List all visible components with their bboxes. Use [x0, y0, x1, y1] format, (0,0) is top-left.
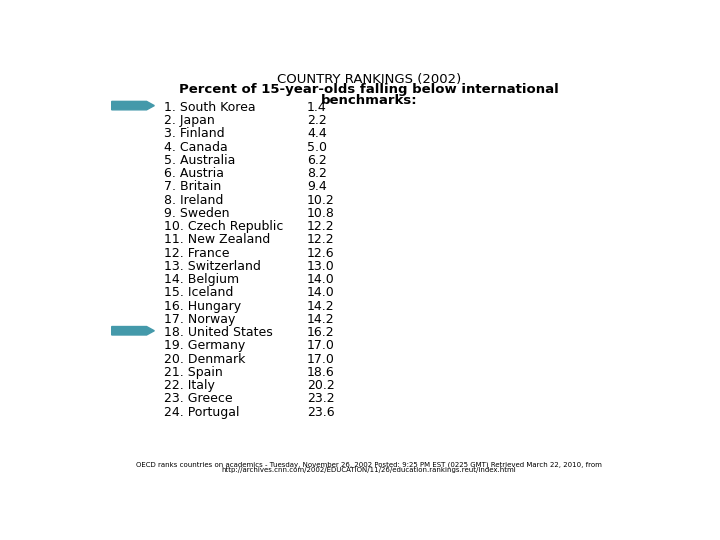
Text: 23. Greece: 23. Greece	[163, 393, 233, 406]
Text: 19. Germany: 19. Germany	[163, 339, 245, 353]
Text: 10. Czech Republic: 10. Czech Republic	[163, 220, 283, 233]
Text: 16. Hungary: 16. Hungary	[163, 300, 240, 313]
Text: 7. Britain: 7. Britain	[163, 180, 221, 193]
Text: 14.2: 14.2	[307, 300, 335, 313]
Text: 14.2: 14.2	[307, 313, 335, 326]
Text: 15. Iceland: 15. Iceland	[163, 286, 233, 299]
Text: benchmarks:: benchmarks:	[320, 94, 418, 107]
Text: 12.6: 12.6	[307, 247, 335, 260]
Text: 2.2: 2.2	[307, 114, 327, 127]
Text: 21. Spain: 21. Spain	[163, 366, 222, 379]
Text: 14. Belgium: 14. Belgium	[163, 273, 239, 286]
Text: 22. Italy: 22. Italy	[163, 379, 215, 392]
FancyArrow shape	[112, 327, 154, 335]
Text: 6.2: 6.2	[307, 154, 327, 167]
Text: 18.6: 18.6	[307, 366, 335, 379]
Text: 11. New Zealand: 11. New Zealand	[163, 233, 270, 246]
Text: 2. Japan: 2. Japan	[163, 114, 215, 127]
Text: 6. Austria: 6. Austria	[163, 167, 224, 180]
Text: 4. Canada: 4. Canada	[163, 141, 228, 154]
Text: 12. France: 12. France	[163, 247, 229, 260]
Text: http://archives.cnn.com/2002/EDUCATION/11/26/education.rankings.reut/index.html: http://archives.cnn.com/2002/EDUCATION/1…	[222, 467, 516, 473]
Text: 3. Finland: 3. Finland	[163, 127, 224, 140]
Text: 13.0: 13.0	[307, 260, 335, 273]
Text: OECD ranks countries on academics - Tuesday, November 26, 2002 Posted: 9:25 PM E: OECD ranks countries on academics - Tues…	[136, 462, 602, 468]
Text: 17. Norway: 17. Norway	[163, 313, 235, 326]
Text: 23.6: 23.6	[307, 406, 335, 419]
Text: 23.2: 23.2	[307, 393, 335, 406]
Text: 24. Portugal: 24. Portugal	[163, 406, 239, 419]
Text: 12.2: 12.2	[307, 233, 335, 246]
Text: 8.2: 8.2	[307, 167, 327, 180]
Text: 9. Sweden: 9. Sweden	[163, 207, 229, 220]
Text: COUNTRY RANKINGS (2002): COUNTRY RANKINGS (2002)	[277, 72, 461, 85]
FancyArrow shape	[112, 102, 154, 110]
Text: 16.2: 16.2	[307, 326, 335, 339]
Text: 17.0: 17.0	[307, 339, 335, 353]
Text: 10.2: 10.2	[307, 194, 335, 207]
Text: 1.4: 1.4	[307, 101, 327, 114]
Text: 5.0: 5.0	[307, 141, 327, 154]
Text: 14.0: 14.0	[307, 273, 335, 286]
Text: 13. Switzerland: 13. Switzerland	[163, 260, 261, 273]
Text: 9.4: 9.4	[307, 180, 327, 193]
Text: 5. Australia: 5. Australia	[163, 154, 235, 167]
Text: 4.4: 4.4	[307, 127, 327, 140]
Text: 18. United States: 18. United States	[163, 326, 272, 339]
Text: 14.0: 14.0	[307, 286, 335, 299]
Text: 10.8: 10.8	[307, 207, 335, 220]
Text: 1. South Korea: 1. South Korea	[163, 101, 256, 114]
Text: 12.2: 12.2	[307, 220, 335, 233]
Text: 20.2: 20.2	[307, 379, 335, 392]
Text: 20. Denmark: 20. Denmark	[163, 353, 245, 366]
Text: 17.0: 17.0	[307, 353, 335, 366]
Text: Percent of 15-year-olds falling below international: Percent of 15-year-olds falling below in…	[179, 83, 559, 96]
Text: 8. Ireland: 8. Ireland	[163, 194, 223, 207]
